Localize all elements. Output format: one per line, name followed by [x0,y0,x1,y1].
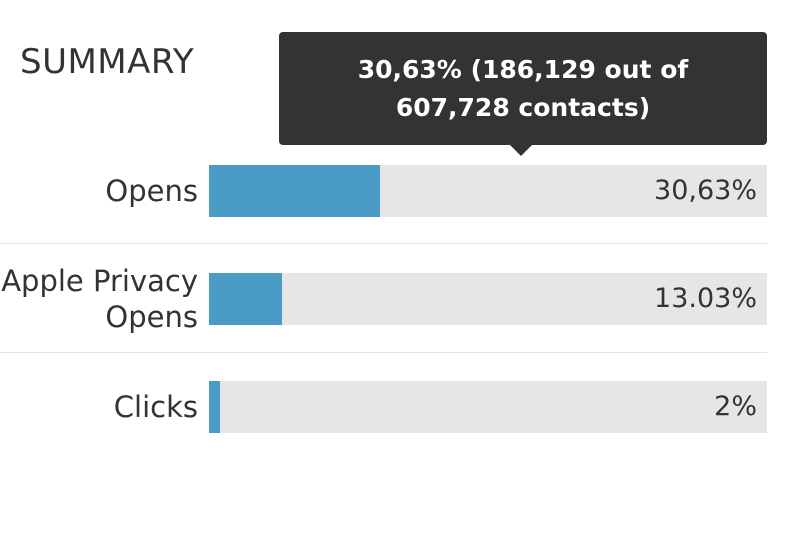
bar-track: 30,63% [209,165,767,217]
summary-title: SUMMARY [20,42,195,82]
bar-track: 2% [209,381,767,433]
separator [0,243,767,244]
bar [209,273,282,325]
value-label: 30,63% [654,175,757,206]
bar [209,381,221,433]
tooltip-arrow [510,145,532,156]
bar-track: 13.03% [209,273,767,325]
value-label: 13.03% [654,283,757,314]
row-label: Opens [105,174,198,208]
row-label: Apple Privacy Opens [1,264,198,334]
bar [209,165,380,217]
row-label: Clicks [113,390,198,424]
separator [0,352,767,353]
value-label: 2% [714,391,757,422]
tooltip: 30,63% (186,129 out of 607,728 contacts) [279,32,767,145]
